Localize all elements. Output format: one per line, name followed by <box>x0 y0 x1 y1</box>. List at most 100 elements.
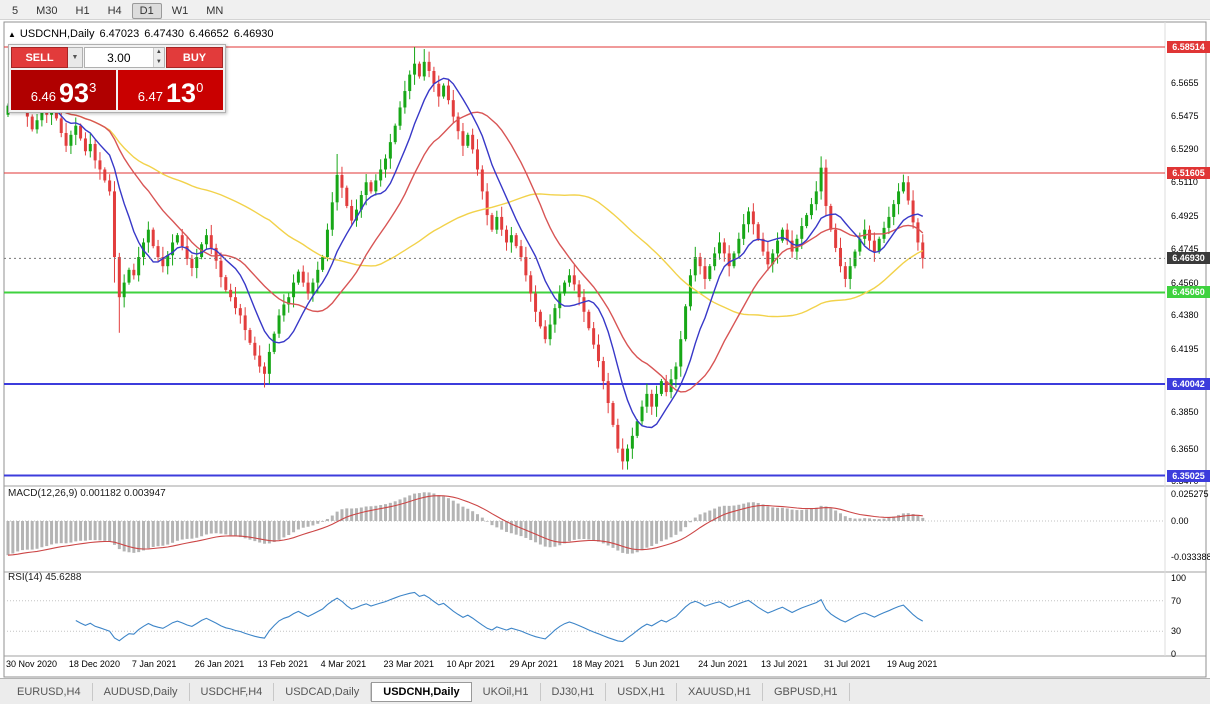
candle-body <box>742 224 746 239</box>
timeframe-button-M30[interactable]: M30 <box>36 5 58 17</box>
chart-tab-xauusd-h1[interactable]: XAUUSD,H1 <box>677 683 763 701</box>
macd-histogram-bar <box>829 508 833 521</box>
timeframe-button-5[interactable]: 5 <box>12 5 19 17</box>
chart-canvas[interactable] <box>0 21 1210 678</box>
date-axis-label: 19 Aug 2021 <box>886 659 938 669</box>
macd-histogram-bar <box>272 521 276 543</box>
sell-button[interactable]: SELL <box>11 47 68 68</box>
chart-tab-dj30-h1[interactable]: DJ30,H1 <box>541 683 607 701</box>
macd-histogram-bar <box>780 507 784 521</box>
macd-histogram-bar <box>417 493 421 521</box>
macd-histogram-bar <box>204 521 208 535</box>
chart-tab-usdcnh-daily[interactable]: USDCNH,Daily <box>371 682 472 702</box>
candle-body <box>524 257 528 276</box>
candle-body <box>475 149 479 170</box>
chart-tab-audusd-daily[interactable]: AUDUSD,Daily <box>93 683 190 701</box>
candle-body <box>843 266 847 279</box>
macd-scale-label: -0.033388 <box>1171 551 1210 562</box>
ma-line-9 <box>7 77 924 429</box>
macd-histogram-bar <box>897 514 901 521</box>
macd-histogram-bar <box>887 517 891 521</box>
candle-body <box>69 134 73 146</box>
macd-histogram-bar <box>747 502 751 521</box>
candle-body <box>766 251 770 265</box>
lot-decrease-icon[interactable]: ▼ <box>153 57 164 67</box>
candle-body <box>413 63 417 75</box>
candle-body <box>906 182 910 201</box>
date-axis-label: 18 May 2021 <box>572 659 625 669</box>
buy-button[interactable]: BUY <box>166 47 223 68</box>
sell-price-panel[interactable]: 6.46 93 3 <box>11 70 116 110</box>
buy-price-panel[interactable]: 6.47 13 0 <box>118 70 223 110</box>
chart-title: ▲ USDCNH,Daily 6.47023 6.47430 6.46652 6.4693… <box>8 28 279 40</box>
candle-body <box>703 266 707 279</box>
macd-histogram-bar <box>858 518 862 521</box>
chart-tab-usdcad-daily[interactable]: USDCAD,Daily <box>274 683 372 701</box>
macd-histogram-bar <box>21 521 25 551</box>
macd-histogram-bar <box>209 521 213 534</box>
macd-histogram-bar <box>306 521 310 527</box>
candle-body <box>534 293 538 312</box>
macd-histogram-bar <box>166 521 170 545</box>
timeframe-button-D1[interactable]: D1 <box>131 3 162 19</box>
date-axis-label: 30 Nov 2020 <box>6 659 58 669</box>
chart-tab-eurusd-h4[interactable]: EURUSD,H4 <box>6 683 93 701</box>
macd-histogram-bar <box>248 521 252 540</box>
macd-histogram-bar <box>713 508 717 521</box>
chart-frame <box>3 21 1207 678</box>
collapse-triangle-icon[interactable]: ▲ <box>8 30 16 39</box>
macd-histogram-bar <box>679 521 683 532</box>
candle-body <box>538 311 542 327</box>
candle-body <box>117 257 121 298</box>
chart-tab-gbpusd-h1[interactable]: GBPUSD,H1 <box>763 683 850 701</box>
macd-histogram-bar <box>698 514 702 521</box>
rsi-scale-label: 100 <box>1171 573 1187 583</box>
macd-histogram-bar <box>11 521 15 554</box>
chart-region: 6.5655 6.5475 6.5290 6.5110 6.4925 6.4745 6.45… <box>0 21 1210 678</box>
candle-body <box>877 238 881 252</box>
macd-histogram-bar <box>737 504 741 521</box>
chart-tab-usdx-h1[interactable]: USDX,H1 <box>606 683 677 701</box>
candle-body <box>108 180 112 192</box>
candle-body <box>747 211 751 225</box>
macd-histogram-bar <box>761 504 765 521</box>
timeframe-button-H4[interactable]: H4 <box>107 5 122 17</box>
lot-size-input[interactable] <box>85 48 153 67</box>
candle-body <box>243 315 247 331</box>
timeframe-button-MN[interactable]: MN <box>206 5 224 17</box>
candle-body <box>829 205 833 230</box>
macd-histogram-bar <box>151 521 155 547</box>
timeframe-button-H1[interactable]: H1 <box>75 5 90 17</box>
price-axis-label: 6.4745 <box>1171 243 1199 254</box>
timeframe-button-W1[interactable]: W1 <box>171 5 189 17</box>
macd-histogram-bar <box>471 511 475 521</box>
candle-body <box>601 361 605 382</box>
candle-body <box>287 297 291 305</box>
lot-increase-icon[interactable]: ▲ <box>153 48 164 58</box>
candle-body <box>611 403 615 425</box>
macd-histogram-bar <box>475 514 479 521</box>
candle-body <box>379 169 383 181</box>
candle-body <box>577 284 581 298</box>
macd-histogram-bar <box>805 509 809 521</box>
chart-tab-usdchf-h4[interactable]: USDCHF,H4 <box>190 683 275 701</box>
candle-body <box>548 324 552 340</box>
macd-histogram-bar <box>171 521 175 543</box>
candle-body <box>800 226 804 239</box>
candle-body <box>277 315 281 334</box>
candle-body <box>229 289 233 298</box>
candle-body <box>272 333 276 352</box>
macd-histogram-bar <box>732 505 736 521</box>
sell-dropdown-icon[interactable]: ▼ <box>68 47 83 68</box>
macd-histogram-bar <box>103 521 107 541</box>
macd-histogram-bar <box>877 519 881 521</box>
candle-body <box>592 328 596 345</box>
candle-body <box>776 240 780 254</box>
macd-histogram-bar <box>74 521 78 542</box>
candle-body <box>59 118 63 134</box>
macd-histogram-bar <box>708 510 712 521</box>
chart-tab-ukoil-h1[interactable]: UKOil,H1 <box>472 683 541 701</box>
macd-histogram-bar <box>892 516 896 521</box>
lot-spinner[interactable]: ▲ ▼ <box>152 48 164 67</box>
macd-histogram-bar <box>771 507 775 521</box>
